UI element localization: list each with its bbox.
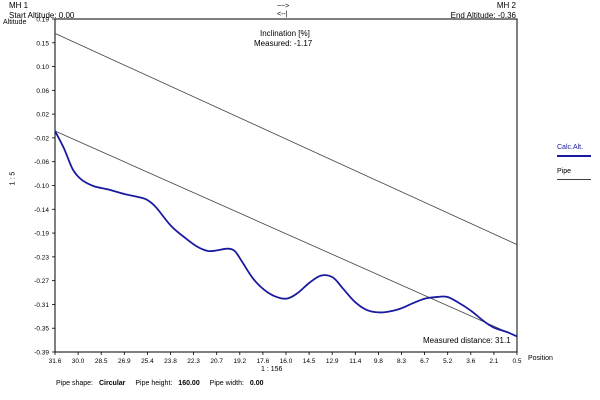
pipe-height-value: 160.00 (178, 380, 200, 387)
horizontal-scale: 1 : 156 (261, 366, 283, 373)
y-tick-label: 0.06 (36, 88, 49, 95)
y-axis-title: Altitude (3, 19, 27, 26)
x-tick-label: 26.9 (118, 358, 131, 365)
y-tick-label: -0.19 (34, 231, 49, 238)
left-manhole-name: MH 1 (9, 1, 29, 10)
x-tick-label: 31.6 (49, 358, 62, 365)
pipe-shape-info: Pipe shape: Circular Pipe height: 160.00… (56, 380, 264, 387)
arrow-right-icon: ~~> (277, 3, 290, 10)
x-tick-label: 16.0 (280, 358, 293, 365)
measured-distance-label: Measured distance: 31.1 (422, 336, 512, 345)
plot-frame (54, 18, 518, 353)
x-tick-label: 9.8 (374, 358, 383, 365)
x-axis-title: Position (528, 355, 553, 362)
y-tick-label: -0.14 (34, 207, 49, 214)
arrow-left-icon: <--| (277, 11, 288, 18)
x-tick-label: 23.8 (164, 358, 177, 365)
y-tick-label: -0.10 (34, 183, 49, 190)
x-tick-label: 19.2 (233, 358, 246, 365)
y-tick-label: 0.19 (36, 17, 49, 24)
pipe-height-label: Pipe height: (135, 380, 173, 387)
x-tick-label: 11.4 (349, 358, 362, 365)
x-tick-label: 3.6 (466, 358, 475, 365)
y-tick-label: -0.39 (34, 350, 49, 357)
x-tick-label: 22.3 (187, 358, 200, 365)
pipe-width-value: 0.00 (249, 380, 264, 387)
legend-pipe-swatch (557, 179, 591, 180)
x-tick-label: 25.4 (141, 358, 154, 365)
vertical-scale: 1 : 5 (9, 171, 17, 186)
pipe-invert-line (54, 130, 518, 337)
calc-alt-line (54, 130, 518, 338)
legend-calc-alt-swatch (557, 155, 591, 157)
inclination-label: Inclination [%] (260, 29, 310, 38)
pipe-shape-label: Pipe shape: (56, 380, 93, 387)
start-altitude: Start Altitude: 0.00 (9, 11, 75, 20)
y-tick-label: -0.02 (34, 135, 49, 142)
inclination-measured: Measured: -1.17 (254, 39, 313, 48)
x-tick-label: 2.1 (489, 358, 498, 365)
x-tick-label: 0.5 (512, 358, 521, 365)
y-tick-label: -0.27 (34, 278, 49, 285)
y-tick-label: -0.35 (34, 326, 49, 333)
y-tick-label: -0.06 (34, 159, 49, 166)
x-tick-label: 5.2 (443, 358, 452, 365)
x-tick-label: 28.5 (95, 358, 108, 365)
x-tick-label: 17.6 (257, 358, 270, 365)
x-tick-label: 6.7 (420, 358, 429, 365)
legend-pipe-label: Pipe (557, 168, 572, 175)
y-tick-label: 0.15 (36, 40, 49, 47)
right-manhole-name: MH 2 (496, 1, 516, 10)
x-tick-label: 14.5 (303, 358, 316, 365)
y-tick-label: 0.02 (36, 112, 49, 119)
end-altitude: End Altitude: -0.36 (450, 11, 516, 20)
pipe-line (54, 33, 518, 245)
pipe-shape-value: Circular (98, 380, 126, 387)
y-tick-label: -0.23 (34, 254, 49, 261)
x-tick-label: 12.9 (326, 358, 339, 365)
x-tick-label: 30.0 (72, 358, 85, 365)
y-tick-label: 0.10 (36, 64, 49, 71)
legend-calc-alt-label: Calc.Alt. (557, 144, 584, 151)
pipe-width-label: Pipe width: (209, 380, 244, 387)
x-tick-label: 20.7 (210, 358, 223, 365)
y-tick-label: -0.31 (34, 302, 49, 309)
x-tick-label: 8.3 (397, 358, 406, 365)
